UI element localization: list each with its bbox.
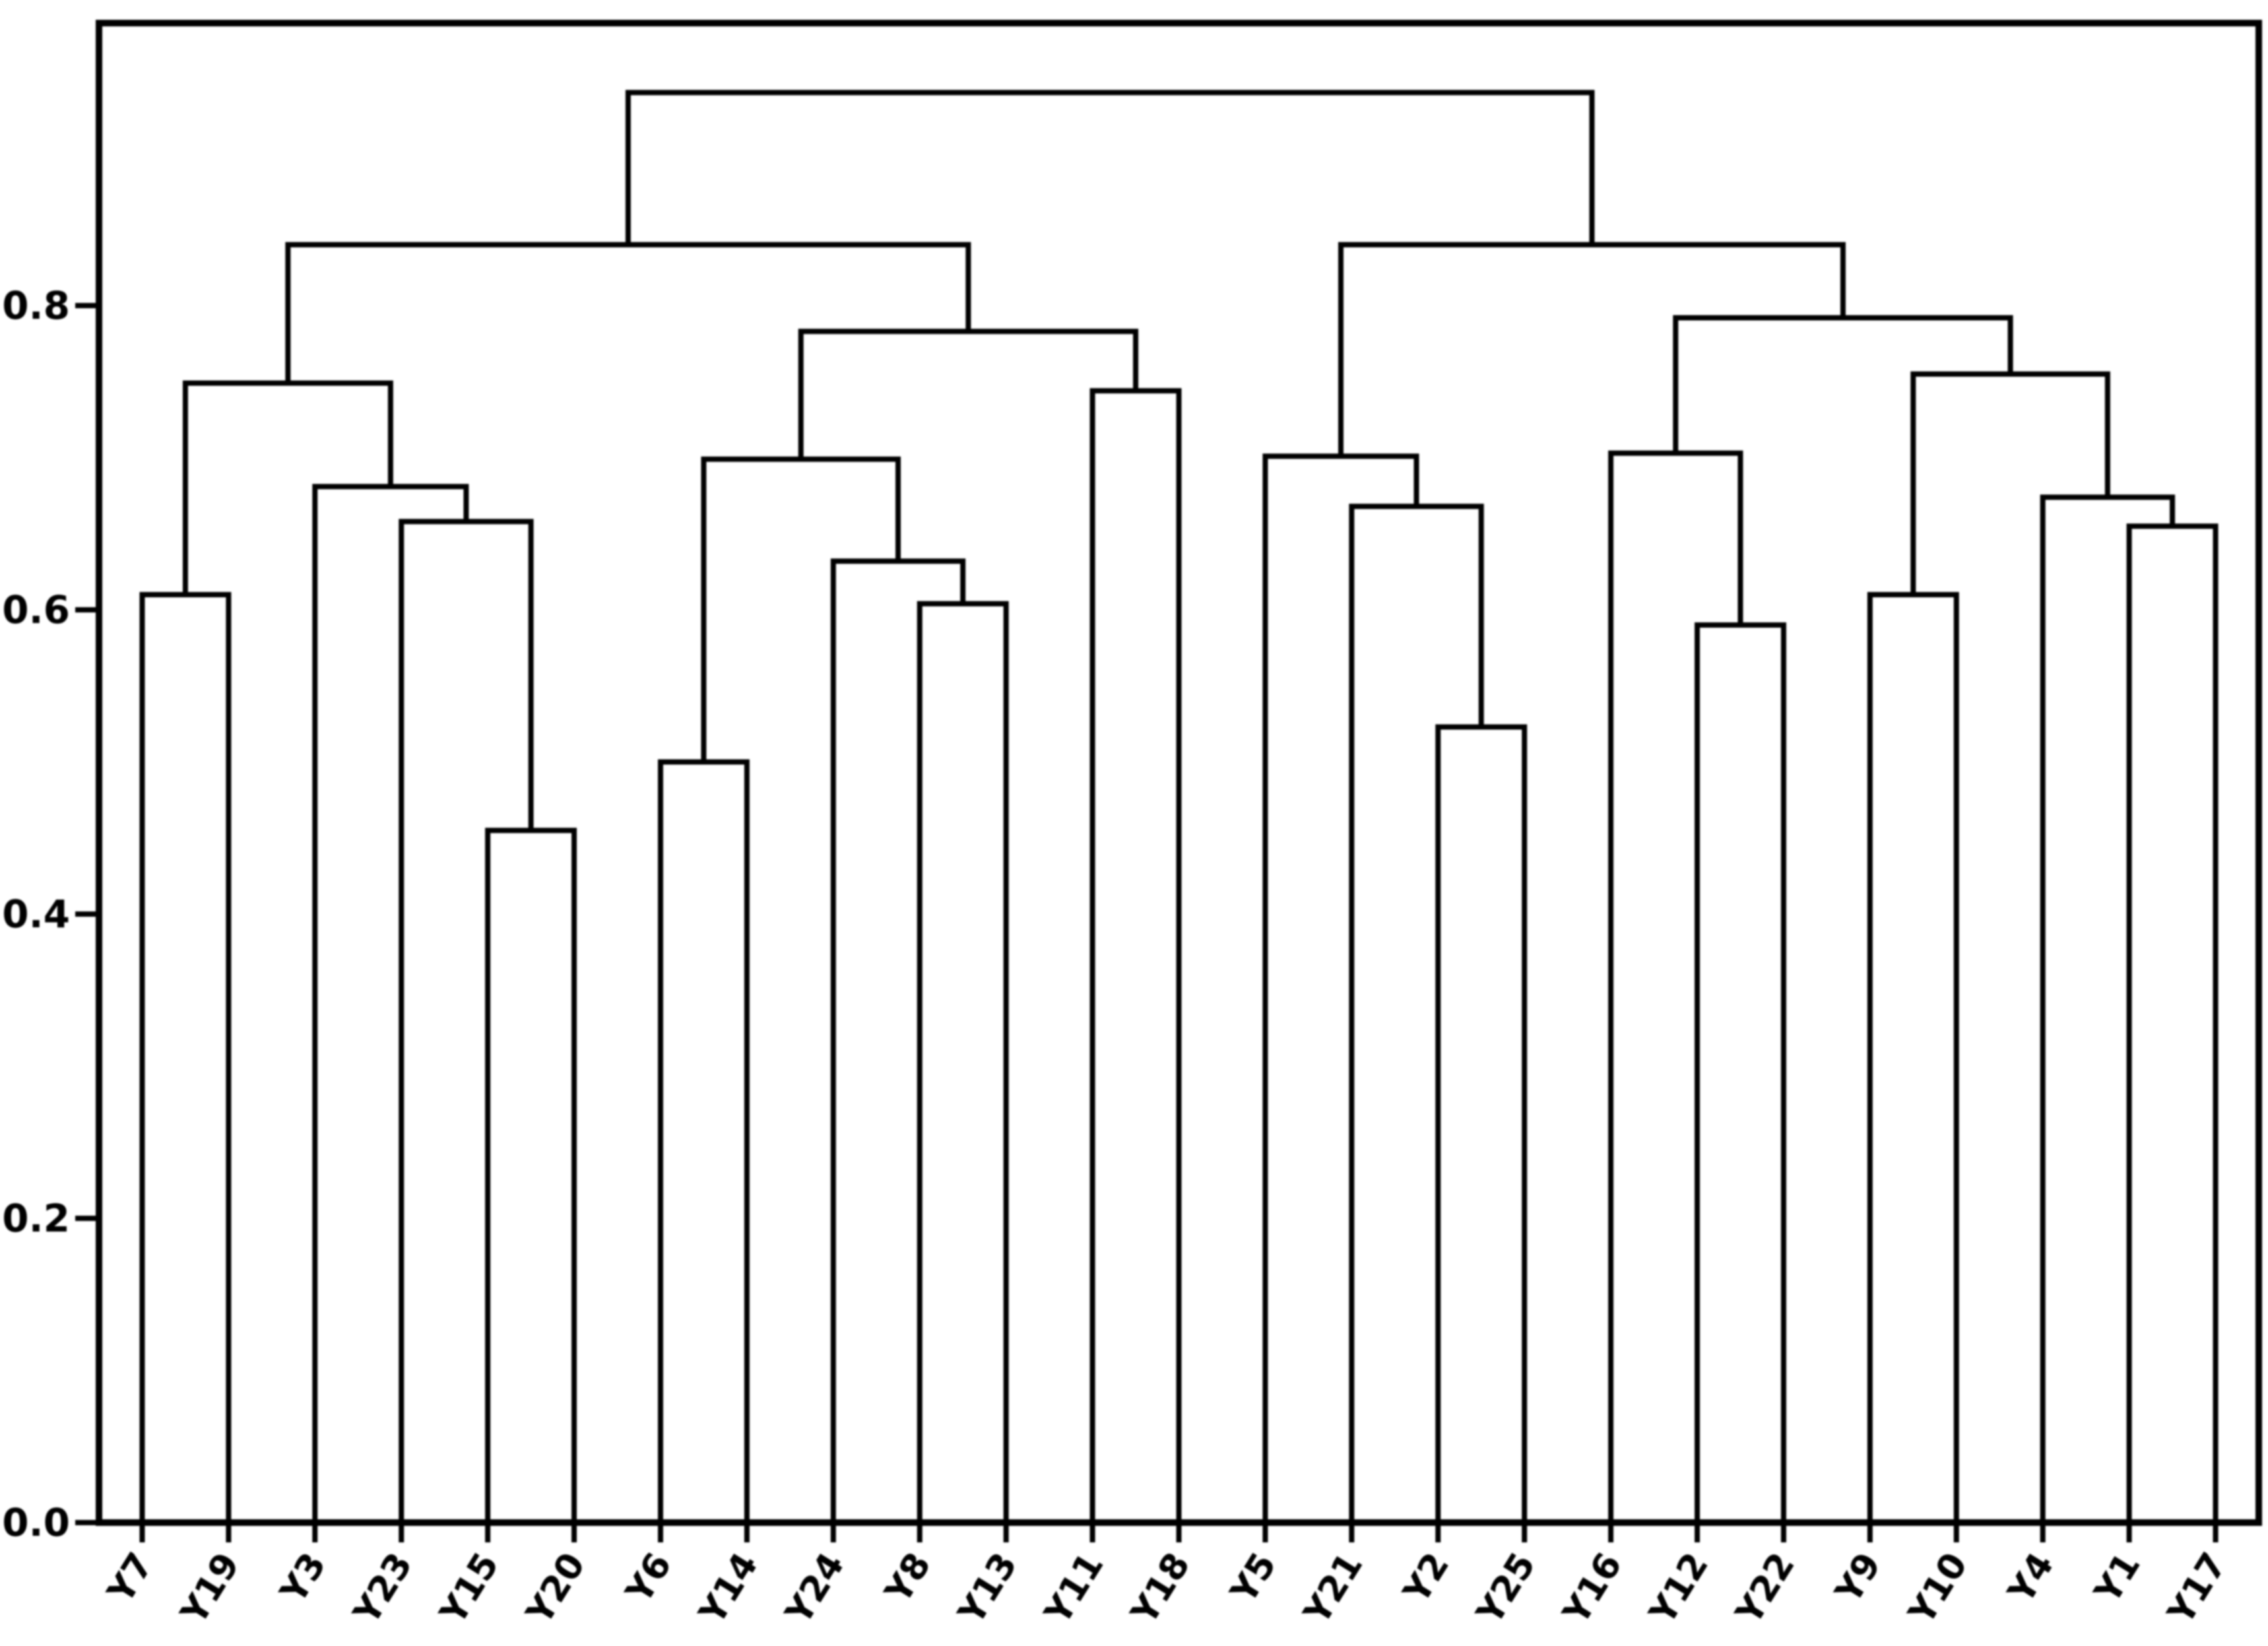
dendrogram-link: [1608, 450, 1743, 1523]
x-tick-label: Y6: [617, 1546, 680, 1611]
dendrogram-link: [312, 484, 469, 1523]
x-tick-label: Y19: [172, 1546, 248, 1632]
x-tick-label: Y9: [1827, 1546, 1889, 1611]
x-tick-label: Y5: [1222, 1546, 1285, 1611]
dendrogram-link: [1262, 453, 1419, 1523]
dendrogram-link: [657, 759, 750, 1523]
x-tick-label: Y21: [1295, 1546, 1371, 1632]
dendrogram-link: [399, 519, 534, 1523]
dendrogram-link: [1089, 388, 1182, 1523]
x-tick-label: Y16: [1555, 1546, 1631, 1632]
y-tick-label: 0.6: [2, 587, 70, 632]
dendrogram-link: [1673, 315, 2013, 453]
dendrogram-link: [139, 591, 232, 1523]
x-tick-label: Y17: [2159, 1546, 2235, 1632]
dendrogram-link: [625, 90, 1595, 245]
x-tick-label: Y15: [432, 1546, 507, 1632]
x-tick-label: Y22: [1727, 1546, 1803, 1632]
dendrogram-link: [1695, 622, 1786, 1523]
dendrogram-link: [701, 456, 901, 762]
y-tick-label: 0.4: [2, 892, 70, 937]
x-tick-label: Y12: [1641, 1546, 1717, 1632]
x-tick-label: Y14: [690, 1546, 766, 1632]
dendrogram-link: [1435, 724, 1528, 1523]
x-tick-label: Y10: [1900, 1546, 1976, 1632]
x-tick-label: Y23: [345, 1546, 421, 1632]
x-tick-label: Y7: [99, 1546, 162, 1611]
y-tick-label: 0.2: [2, 1196, 70, 1241]
y-tick-label: 0.0: [2, 1500, 70, 1545]
x-tick-label: Y20: [518, 1546, 594, 1632]
x-tick-label: Y18: [1122, 1546, 1198, 1632]
dendrogram-link: [1349, 504, 1484, 1523]
x-tick-label: Y3: [272, 1546, 335, 1611]
dendrogram-link: [798, 329, 1139, 459]
x-tick-label: Y24: [777, 1546, 853, 1632]
dendrogram-link: [485, 828, 577, 1523]
dendrogram-link: [1338, 242, 1846, 457]
y-tick-label: 0.8: [2, 283, 70, 328]
x-tick-label: Y13: [950, 1546, 1025, 1632]
dendrogram-link: [830, 558, 966, 1523]
dendrogram-link: [1910, 371, 2110, 595]
x-tick-label: Y4: [1999, 1546, 2062, 1611]
dendrogram-link: [285, 242, 971, 383]
x-tick-label: Y1: [2086, 1546, 2149, 1611]
x-tick-label: Y25: [1468, 1546, 1544, 1632]
x-tick-label: Y2: [1395, 1546, 1458, 1611]
x-tick-label: Y11: [1036, 1546, 1112, 1632]
dendrogram-link: [1867, 591, 1959, 1523]
dendrogram-link: [2040, 494, 2176, 1523]
x-tick-label: Y8: [876, 1546, 939, 1611]
dendrogram-link: [2126, 523, 2219, 1523]
dendrogram-link: [917, 601, 1009, 1523]
